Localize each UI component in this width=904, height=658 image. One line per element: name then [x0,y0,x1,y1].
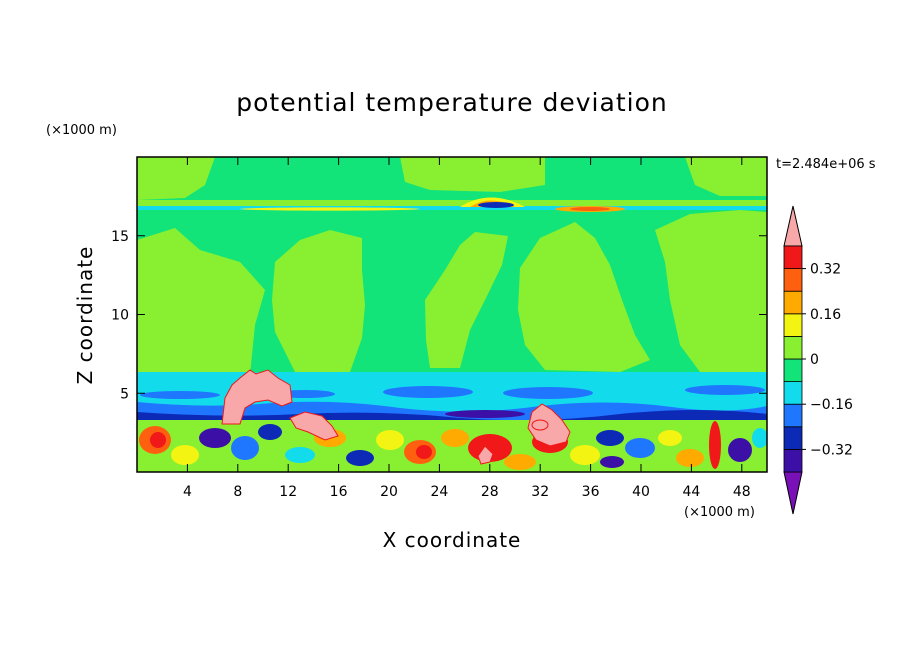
slight-positive-regions [137,157,767,375]
colorbar-tick-label: −0.16 [810,397,853,413]
colorbar-tick-label: 0.32 [810,262,841,278]
x-tick-label: 36 [582,484,600,500]
colorbar-bin [783,268,803,292]
x-tick-label: 44 [682,484,700,500]
tropopause-band-upper [137,200,767,206]
colorbar-min-arrow [783,471,803,515]
x-tick-label: 48 [733,484,751,500]
colorbar-max-arrow [783,205,803,247]
tropopause-warm-streak-core [570,207,610,211]
y-tick-label: 10 [111,308,129,324]
tropopause-cold-core [478,202,514,208]
colorbar-bin [783,426,803,450]
colorbar-bin [783,290,803,315]
x-axis-ticks: 4 8 12 16 20 24 28 32 36 40 44 48 [183,157,751,500]
x-tick-label: 40 [632,484,650,500]
y-unit-label: (×1000 m) [46,123,117,138]
tropopause-band-cold [137,206,767,210]
plume-above-scale [221,369,571,465]
colorbar-tick-label: −0.32 [810,442,853,458]
x-tick-label: 8 [233,484,242,500]
boundary-layer-cells [139,421,767,470]
colorbar-tick-label: 0 [810,352,819,368]
y-tick-label: 15 [111,229,129,245]
heatmap-field [137,157,767,472]
strong-negative-lens [445,410,525,418]
y-axis-title: Z coordinate [73,246,97,385]
x-tick-label: 28 [481,484,499,500]
colorbar-bin [783,335,803,360]
x-unit-label: (×1000 m) [684,505,755,520]
tropopause-yellow-streak [240,207,420,211]
colorbar-bin [783,313,803,337]
colorbar-bin [783,448,803,473]
x-axis-title: X coordinate [383,528,522,552]
colorbar-bin [783,403,803,428]
y-tick-label: 5 [120,386,129,402]
x-tick-label: 12 [279,484,297,500]
colorbar-bin [783,358,803,383]
x-tick-label: 16 [330,484,348,500]
colorbar-bin [783,245,803,270]
colorbar: 0.32 0.16 0 −0.16 −0.32 [783,205,853,515]
colorbar-tick-label: 0.16 [810,307,841,323]
negative-lenses [140,385,765,399]
x-tick-label: 32 [531,484,549,500]
y-axis-ticks: 5 10 15 [111,229,767,402]
x-tick-label: 20 [380,484,398,500]
time-label: t=2.484e+06 s [776,157,876,172]
x-tick-label: 24 [430,484,448,500]
chart-title: potential temperature deviation [236,88,667,117]
x-tick-label: 4 [183,484,192,500]
colorbar-bin [783,381,803,405]
